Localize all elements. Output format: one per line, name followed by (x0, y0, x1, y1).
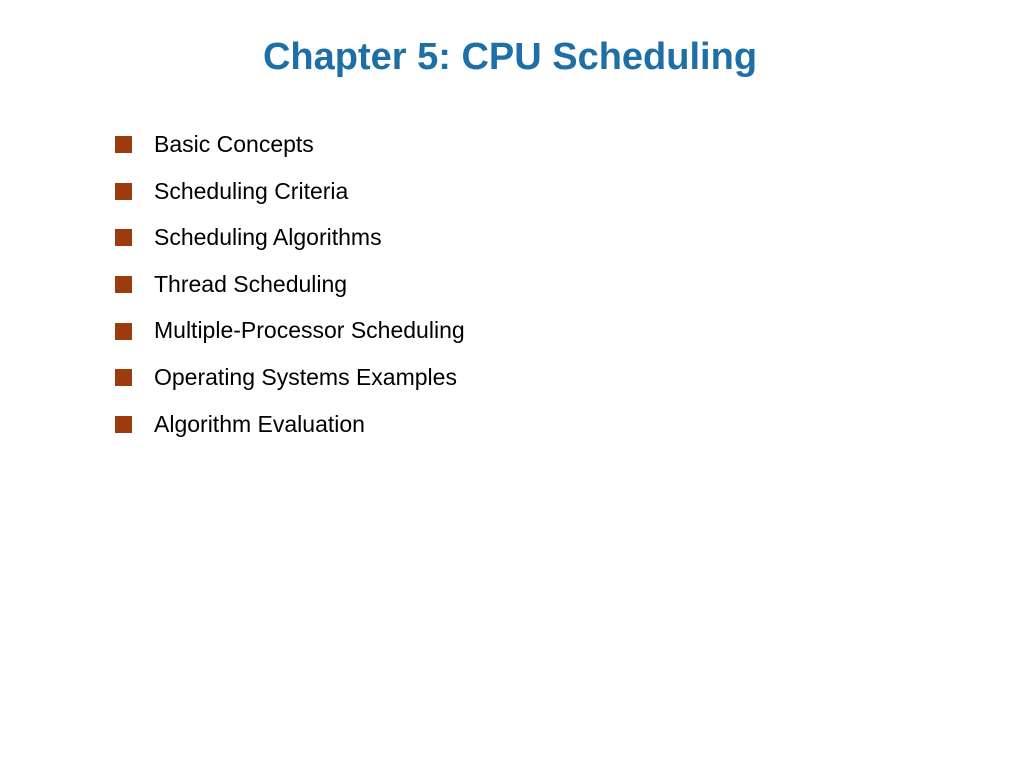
bullet-label: Multiple-Processor Scheduling (154, 317, 465, 345)
list-item: Basic Concepts (115, 131, 1020, 159)
slide-title: Chapter 5: CPU Scheduling (0, 0, 1020, 79)
bullet-label: Algorithm Evaluation (154, 411, 365, 439)
list-item: Algorithm Evaluation (115, 411, 1020, 439)
square-bullet-icon (115, 229, 132, 246)
square-bullet-icon (115, 369, 132, 386)
list-item: Operating Systems Examples (115, 364, 1020, 392)
list-item: Scheduling Criteria (115, 178, 1020, 206)
bullet-label: Basic Concepts (154, 131, 314, 159)
list-item: Thread Scheduling (115, 271, 1020, 299)
list-item: Scheduling Algorithms (115, 224, 1020, 252)
bullet-list: Basic Concepts Scheduling Criteria Sched… (115, 131, 1020, 438)
bullet-label: Scheduling Criteria (154, 178, 348, 206)
square-bullet-icon (115, 276, 132, 293)
bullet-label: Operating Systems Examples (154, 364, 457, 392)
square-bullet-icon (115, 323, 132, 340)
square-bullet-icon (115, 183, 132, 200)
bullet-label: Scheduling Algorithms (154, 224, 382, 252)
list-item: Multiple-Processor Scheduling (115, 317, 1020, 345)
square-bullet-icon (115, 136, 132, 153)
bullet-label: Thread Scheduling (154, 271, 347, 299)
square-bullet-icon (115, 416, 132, 433)
